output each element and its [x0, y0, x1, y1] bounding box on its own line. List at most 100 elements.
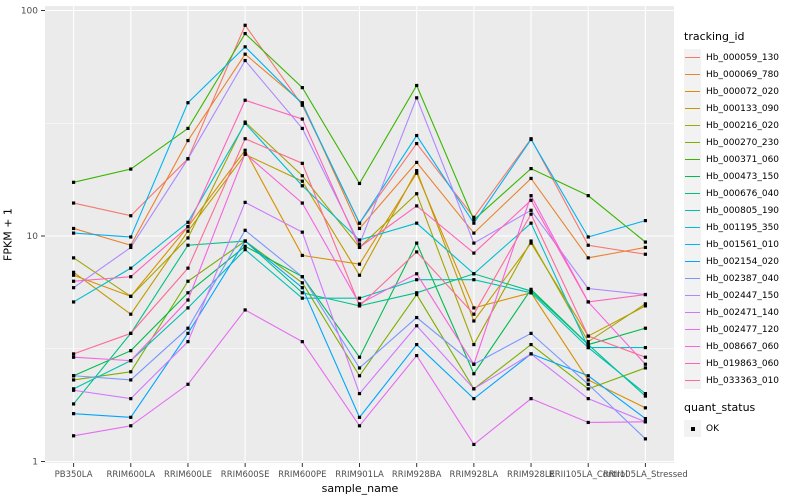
data-point — [472, 387, 476, 391]
data-point — [586, 382, 590, 386]
legend-item-Hb_008667_060: Hb_008667_060 — [684, 338, 798, 355]
data-point — [243, 239, 247, 243]
data-point — [186, 298, 190, 302]
data-point — [529, 137, 533, 142]
legend-item-Hb_000072_020: Hb_000072_020 — [684, 83, 798, 100]
data-point — [529, 352, 533, 356]
data-point — [243, 228, 247, 232]
data-point — [472, 362, 476, 366]
legend-item-label: Hb_000805_190 — [706, 205, 780, 216]
legend-line-swatch — [685, 210, 700, 212]
data-point — [472, 218, 476, 222]
legend-line-swatch — [685, 57, 700, 59]
data-point — [643, 362, 648, 366]
data-point — [186, 291, 190, 295]
y-tick-label: 10 — [27, 232, 39, 242]
data-point — [529, 239, 533, 243]
data-point — [300, 201, 304, 205]
data-point — [586, 194, 590, 198]
data-point — [529, 331, 533, 335]
data-point — [243, 31, 247, 36]
data-point — [71, 374, 76, 378]
data-point — [300, 340, 304, 344]
data-point — [300, 291, 304, 295]
legend-item-label: Hb_000133_090 — [706, 103, 780, 114]
legend-key-swatch — [684, 304, 701, 321]
legend-item-label: Hb_000473_150 — [706, 171, 780, 182]
data-point — [186, 243, 190, 247]
legend-item-label: Hb_002477_120 — [706, 324, 780, 335]
data-point — [71, 231, 76, 235]
legend-key-swatch — [684, 66, 701, 83]
x-tick-label: RRIM928LA — [450, 470, 499, 480]
data-point — [186, 101, 190, 105]
data-point — [643, 355, 648, 359]
data-point — [357, 392, 362, 396]
data-point — [243, 151, 247, 156]
data-point — [586, 342, 590, 347]
legend-line-swatch — [685, 125, 700, 127]
legend-line-swatch — [685, 108, 700, 110]
x-tick-label: RRIM928BA — [392, 470, 442, 480]
black-square-marker-icon — [690, 426, 695, 431]
legend-item-Hb_000371_060: Hb_000371_060 — [684, 151, 798, 168]
data-point — [357, 245, 362, 250]
data-point — [415, 250, 419, 254]
data-point — [300, 174, 304, 178]
data-point — [415, 160, 419, 165]
data-point — [129, 214, 133, 218]
data-point — [357, 238, 362, 242]
data-point — [415, 141, 419, 146]
legend-item-label: Hb_000069_780 — [706, 69, 780, 80]
legend-item-Hb_000270_230: Hb_000270_230 — [684, 134, 798, 151]
data-point — [186, 220, 190, 224]
legend-item-quant-ok: OK — [684, 420, 798, 437]
legend-item-label: Hb_002471_140 — [706, 307, 780, 318]
data-point — [643, 394, 648, 398]
data-point — [472, 231, 476, 235]
x-tick-label: RRIM600LE — [164, 470, 212, 480]
data-point — [415, 83, 419, 88]
data-point — [243, 23, 247, 27]
data-point — [129, 424, 133, 428]
data-point — [243, 137, 247, 141]
legend-line-swatch — [685, 312, 700, 314]
x-tick-label: RRIM600SE — [221, 470, 270, 480]
data-point — [357, 296, 362, 300]
data-point — [300, 230, 304, 234]
data-point — [643, 302, 648, 306]
data-point — [243, 45, 247, 49]
legend-line-swatch — [685, 244, 700, 246]
data-point — [357, 355, 362, 359]
data-point — [71, 279, 76, 283]
data-point — [472, 272, 476, 276]
data-point — [129, 167, 133, 171]
data-point — [186, 225, 190, 229]
legend-item-label: Hb_000059_130 — [706, 52, 780, 63]
data-point — [243, 98, 247, 102]
data-point — [415, 204, 419, 208]
data-point — [643, 437, 648, 441]
legend-item-Hb_001561_010: Hb_001561_010 — [684, 236, 798, 253]
data-point — [186, 157, 190, 161]
data-point — [243, 148, 247, 152]
data-point — [415, 291, 419, 295]
data-point — [586, 340, 590, 344]
data-point — [415, 272, 419, 276]
legend-item-label: Hb_001561_010 — [706, 239, 780, 250]
data-point — [529, 287, 533, 291]
data-point — [472, 319, 476, 323]
data-point — [300, 86, 304, 90]
y-axis-title: FPKM + 1 — [1, 208, 15, 261]
data-point — [243, 244, 247, 248]
legend-item-Hb_000473_150: Hb_000473_150 — [684, 168, 798, 185]
data-point — [186, 229, 190, 233]
data-point — [643, 420, 648, 424]
data-point — [415, 96, 419, 100]
legend-line-swatch — [685, 227, 700, 229]
x-tick-label: RRII105LA_Control — [549, 470, 628, 480]
data-point — [186, 236, 190, 240]
data-point — [300, 296, 304, 300]
legend-key-swatch — [684, 270, 701, 287]
data-point — [415, 192, 419, 196]
